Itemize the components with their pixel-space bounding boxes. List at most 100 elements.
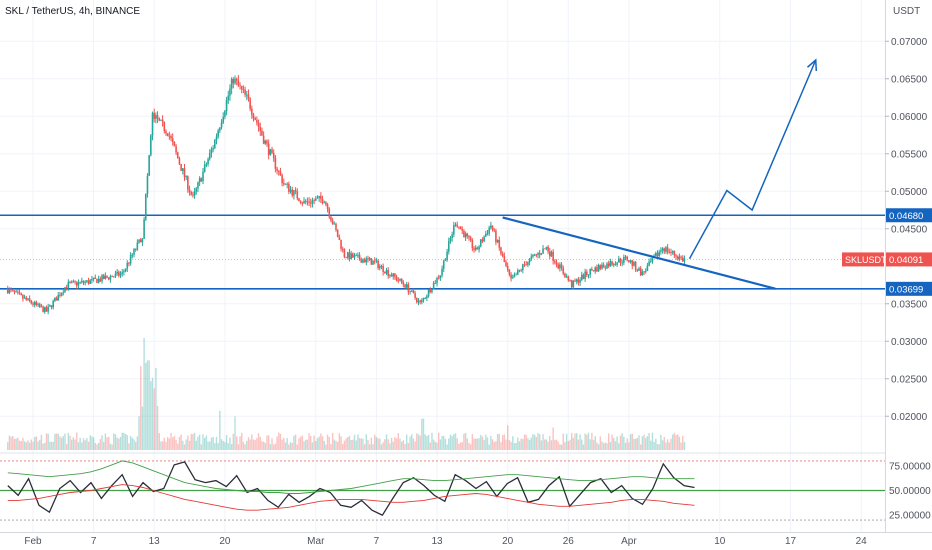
candle-body xyxy=(158,118,161,121)
candle-body xyxy=(378,266,381,269)
volume-bar xyxy=(7,442,9,450)
volume-bar xyxy=(429,442,431,450)
candle-body xyxy=(304,200,307,202)
volume-bar xyxy=(30,439,33,450)
candle-body xyxy=(64,287,66,293)
candle-body xyxy=(146,175,149,195)
candle-body xyxy=(165,131,167,134)
time-axis[interactable]: Feb 7 13 20 Mar 7 13 20 26 Apr 10 17 24 xyxy=(24,536,867,547)
volume-bar xyxy=(148,360,150,450)
volume-bar xyxy=(146,360,149,450)
volume-bar xyxy=(648,432,650,450)
candle-body xyxy=(572,280,575,288)
candle-body xyxy=(240,86,243,90)
volume-bar xyxy=(25,442,27,450)
volume-bar xyxy=(42,443,44,450)
price-tick-label: 0.02000 xyxy=(891,412,928,423)
time-tick-label: Feb xyxy=(24,536,42,547)
time-tick-label: 17 xyxy=(785,536,797,547)
volume-bar xyxy=(256,438,258,450)
volume-bar xyxy=(549,436,551,450)
volume-bar xyxy=(315,441,317,450)
volume-bar xyxy=(338,433,341,450)
candle-body xyxy=(579,279,581,283)
volume-bar xyxy=(515,442,517,450)
volume-bar xyxy=(336,441,339,450)
candle-body xyxy=(352,253,354,258)
volume-bar xyxy=(320,433,322,450)
volume-bar xyxy=(57,433,59,450)
candle-body xyxy=(210,149,213,153)
volume-bar xyxy=(352,439,354,450)
candle-body xyxy=(569,280,571,282)
price-axis[interactable]: 0.07000 0.06500 0.06000 0.05500 0.05000 0.045… xyxy=(885,37,931,522)
candle-body xyxy=(126,262,129,269)
candle-body xyxy=(469,237,472,241)
volume-bar xyxy=(215,436,218,450)
volume-bar xyxy=(631,433,633,450)
volume-bar xyxy=(530,437,532,450)
candle-body xyxy=(261,130,263,136)
volume-bar xyxy=(33,436,36,450)
time-tick-label: Mar xyxy=(307,536,325,547)
candle-body xyxy=(437,277,440,279)
candle-body xyxy=(343,248,346,257)
volume-bar xyxy=(500,442,502,450)
candle-body xyxy=(232,78,235,84)
candle-body xyxy=(245,94,248,96)
candle-body xyxy=(150,135,152,156)
candle-body xyxy=(47,306,49,312)
volume-bar xyxy=(219,410,221,450)
candle-body xyxy=(296,191,299,199)
candle-body xyxy=(12,289,14,291)
volume-bar xyxy=(402,440,405,450)
volume-bar xyxy=(623,436,625,450)
candle-body xyxy=(315,198,317,201)
candle-body xyxy=(168,135,171,137)
candle-body xyxy=(309,202,312,204)
candle-body xyxy=(649,261,652,263)
candle-body xyxy=(377,260,379,269)
candle-body xyxy=(89,280,92,284)
current-price-label: 0.04091 xyxy=(889,255,923,266)
volume-bar xyxy=(584,433,586,450)
candle-body xyxy=(527,262,529,266)
volume-bar xyxy=(156,405,159,450)
candle-body xyxy=(567,276,570,281)
candle-body xyxy=(683,258,686,262)
price-tick-label: 0.05500 xyxy=(891,149,928,160)
candle-body xyxy=(185,176,187,178)
volume-bar xyxy=(289,442,292,450)
candle-body xyxy=(166,133,169,136)
volume-bar xyxy=(251,434,253,450)
candle-body xyxy=(655,252,657,257)
volume-bar xyxy=(533,434,536,450)
candle-body xyxy=(607,263,610,267)
volume-bar xyxy=(74,439,76,450)
volume-bar xyxy=(331,432,334,450)
volume-bar xyxy=(481,436,484,450)
candle-body xyxy=(670,252,672,254)
candle-body xyxy=(298,198,300,202)
candle-body xyxy=(461,229,464,231)
volume-bar xyxy=(284,442,287,450)
volume-bar xyxy=(273,444,275,450)
candle-body xyxy=(160,119,162,121)
candle-body xyxy=(449,238,452,242)
candle-body xyxy=(190,192,193,195)
price-tick-label: 0.07000 xyxy=(891,37,928,48)
volume-bar xyxy=(645,438,647,450)
time-tick-label: 7 xyxy=(91,536,97,547)
volume-bar xyxy=(242,441,245,450)
candle-body xyxy=(596,267,598,272)
oscillator-pane xyxy=(0,452,885,521)
candle-body xyxy=(562,268,565,274)
volume-bar xyxy=(151,377,154,450)
time-tick-label: 13 xyxy=(431,536,443,547)
candle-body xyxy=(156,115,159,119)
volume-bar xyxy=(328,436,330,450)
candle-body xyxy=(286,183,288,185)
volume-bar xyxy=(395,438,398,450)
volume-bar xyxy=(353,434,356,450)
